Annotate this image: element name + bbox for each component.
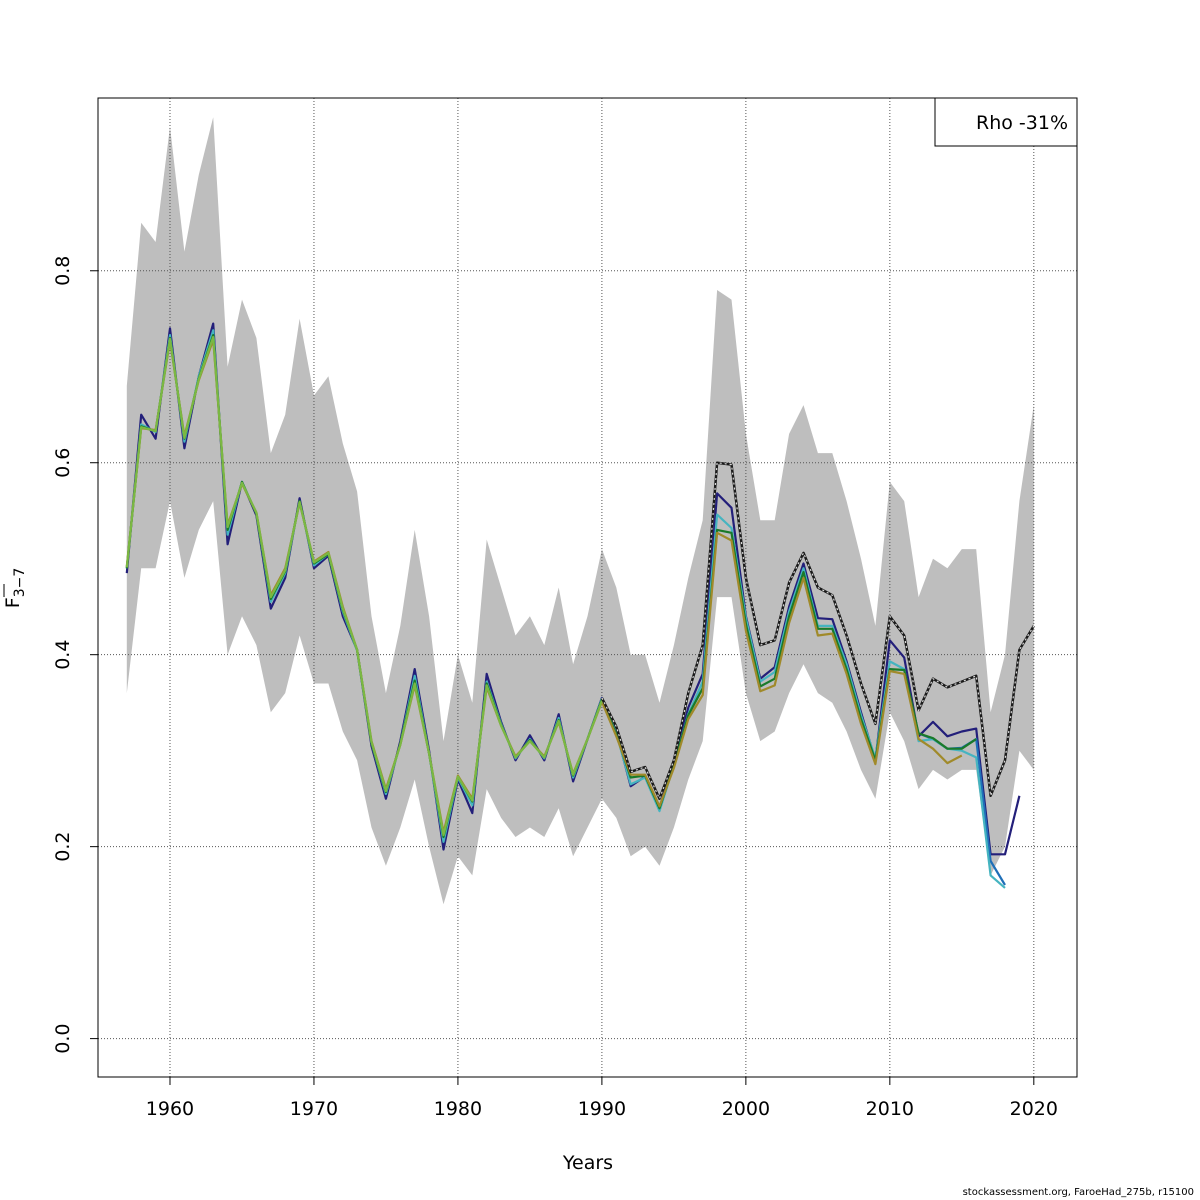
series-line-5 (125, 335, 603, 837)
confidence-band-layer (126, 117, 1034, 905)
y-tick-label: 0.2 (52, 832, 74, 862)
y-tick-label: 0.8 (52, 256, 74, 286)
x-tick-label: 2020 (1010, 1098, 1058, 1120)
x-tick-label: 1980 (434, 1098, 482, 1120)
x-tick-label: 1990 (578, 1098, 626, 1120)
legend: Rho -31% (934, 97, 1078, 147)
x-tick-label: 2000 (722, 1098, 770, 1120)
y-axis-title-sub: 3−7 (12, 568, 28, 598)
x-axis-title: Years (562, 1152, 613, 1174)
x-tick-label: 1970 (290, 1098, 338, 1120)
series-layer (125, 322, 1035, 889)
y-axis-title-main: F (2, 597, 24, 608)
svg-text:F3−7: F3−7 (2, 568, 28, 608)
y-tick-label: 0.0 (52, 1023, 74, 1053)
series-line-6-dash (601, 462, 1035, 801)
legend-box (934, 97, 1078, 147)
axis-layer: 1960 1970 1980 1990 2000 2010 2020 0.0 0.2 0.4 0.6… (52, 256, 1058, 1120)
y-axis-title: F3−7 (2, 568, 28, 608)
x-tick-label: 2010 (866, 1098, 914, 1120)
legend-text: Rho -31% (976, 112, 1068, 134)
confidence-band (126, 117, 1034, 905)
y-tick-label: 0.6 (52, 448, 74, 478)
grid-layer (98, 98, 1077, 1077)
y-tick-label: 0.4 (52, 640, 74, 670)
x-tick-label: 1960 (146, 1098, 194, 1120)
footer-credit: stockassessment.org, FaroeHad_275b, r151… (962, 1187, 1194, 1198)
plot-frame (97, 97, 1078, 1078)
